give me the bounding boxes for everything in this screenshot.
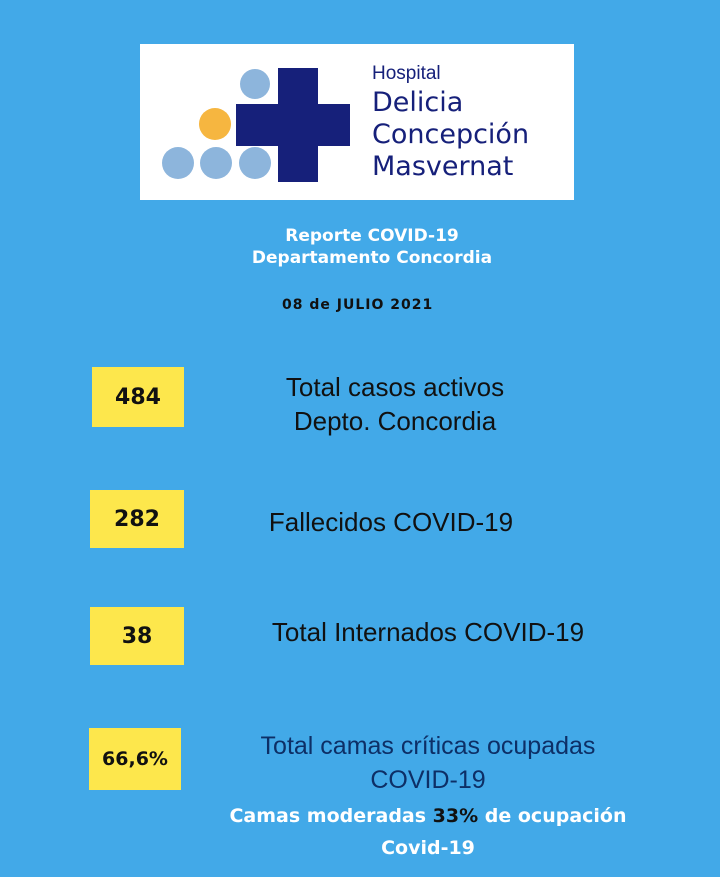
hospital-logo: Hospital Delicia Concepción Masvernat	[140, 44, 574, 200]
deaths-label: Fallecidos COVID-19	[268, 507, 514, 537]
critical-beds-value: 66,6%	[89, 728, 181, 790]
hospitalized-value: 38	[90, 607, 184, 665]
moderate-beds-line-2: Covid-19	[381, 837, 475, 859]
report-date: 08 de JULIO 2021	[282, 297, 434, 313]
logo-name-line-1: Delicia	[372, 87, 464, 118]
hospitalized-label: Total Internados COVID-19	[271, 617, 585, 647]
deaths-value: 282	[90, 490, 184, 548]
logo-name-line-2: Concepción	[372, 119, 530, 150]
moderate-beds-percent: 33%	[432, 805, 479, 827]
moderate-beds-note: Camas moderadas 33% de ocupación Covid-1…	[196, 800, 660, 864]
critical-beds-label: Total camas críticas ocupadas COVID-19	[206, 729, 650, 797]
active-cases-label-line-1: Total casos activos	[285, 372, 505, 402]
hospital-cross-logo-icon	[162, 68, 350, 182]
critical-beds-label-line-1: Total camas críticas ocupadas	[260, 732, 596, 760]
active-cases-label: Total casos activos Depto. Concordia	[248, 370, 542, 438]
active-cases-label-line-2: Depto. Concordia	[293, 406, 497, 436]
active-cases-value: 484	[92, 367, 184, 427]
critical-beds-label-line-2: COVID-19	[370, 766, 486, 794]
logo-hospital-text: Hospital	[372, 63, 441, 84]
report-subtitle: Departamento Concordia	[251, 248, 493, 268]
report-title: Reporte COVID-19	[285, 226, 459, 246]
moderate-beds-text-end: de ocupación	[478, 805, 627, 827]
logo-name-line-3: Masvernat	[372, 151, 514, 182]
moderate-beds-text: Camas moderadas	[229, 805, 433, 827]
